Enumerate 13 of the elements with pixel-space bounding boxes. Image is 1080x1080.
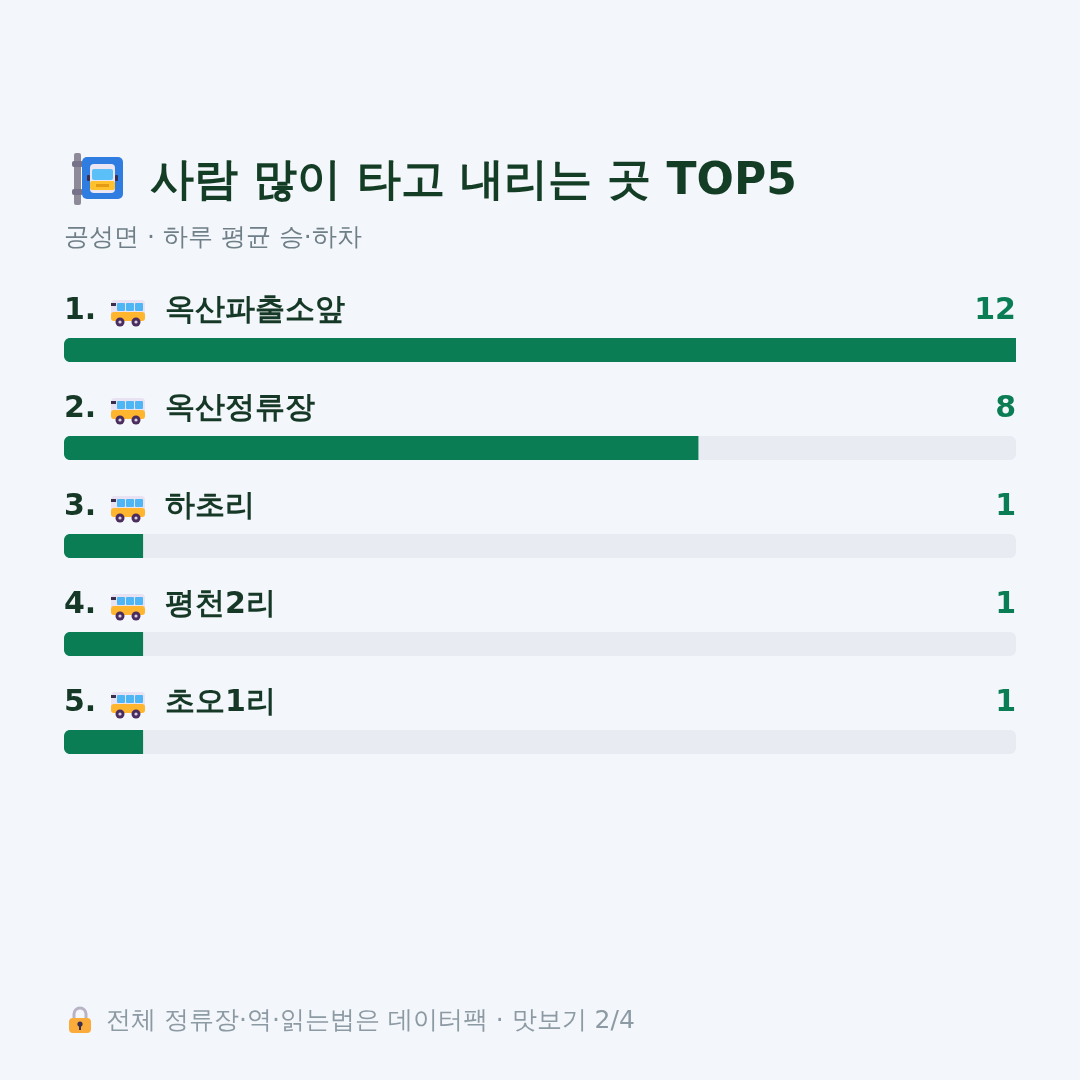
- category-label: 5. 초오1리: [64, 683, 276, 718]
- text: 전체 정류장·역·읽는법은 데이터팩 · 맛보기 2/4: [106, 1004, 635, 1036]
- chart-subtitle: 공성면 · 하루 평균 승·하차: [64, 222, 362, 252]
- data-label: 1: [995, 585, 1016, 620]
- data-label: 1: [995, 487, 1016, 522]
- category-label: 3. 하초리: [64, 487, 255, 522]
- data-label: 1: [995, 683, 1016, 718]
- category-label: 4. 평천2리: [64, 585, 276, 620]
- data-label: 12: [974, 291, 1016, 326]
- chart-title: 사람 많이 타고 내리는 곳 TOP5: [150, 151, 797, 206]
- data-label: 8: [995, 389, 1016, 424]
- category-label: 2. 옥산정류장: [64, 389, 315, 424]
- category-label: 1. 옥산파출소앞: [64, 291, 345, 326]
